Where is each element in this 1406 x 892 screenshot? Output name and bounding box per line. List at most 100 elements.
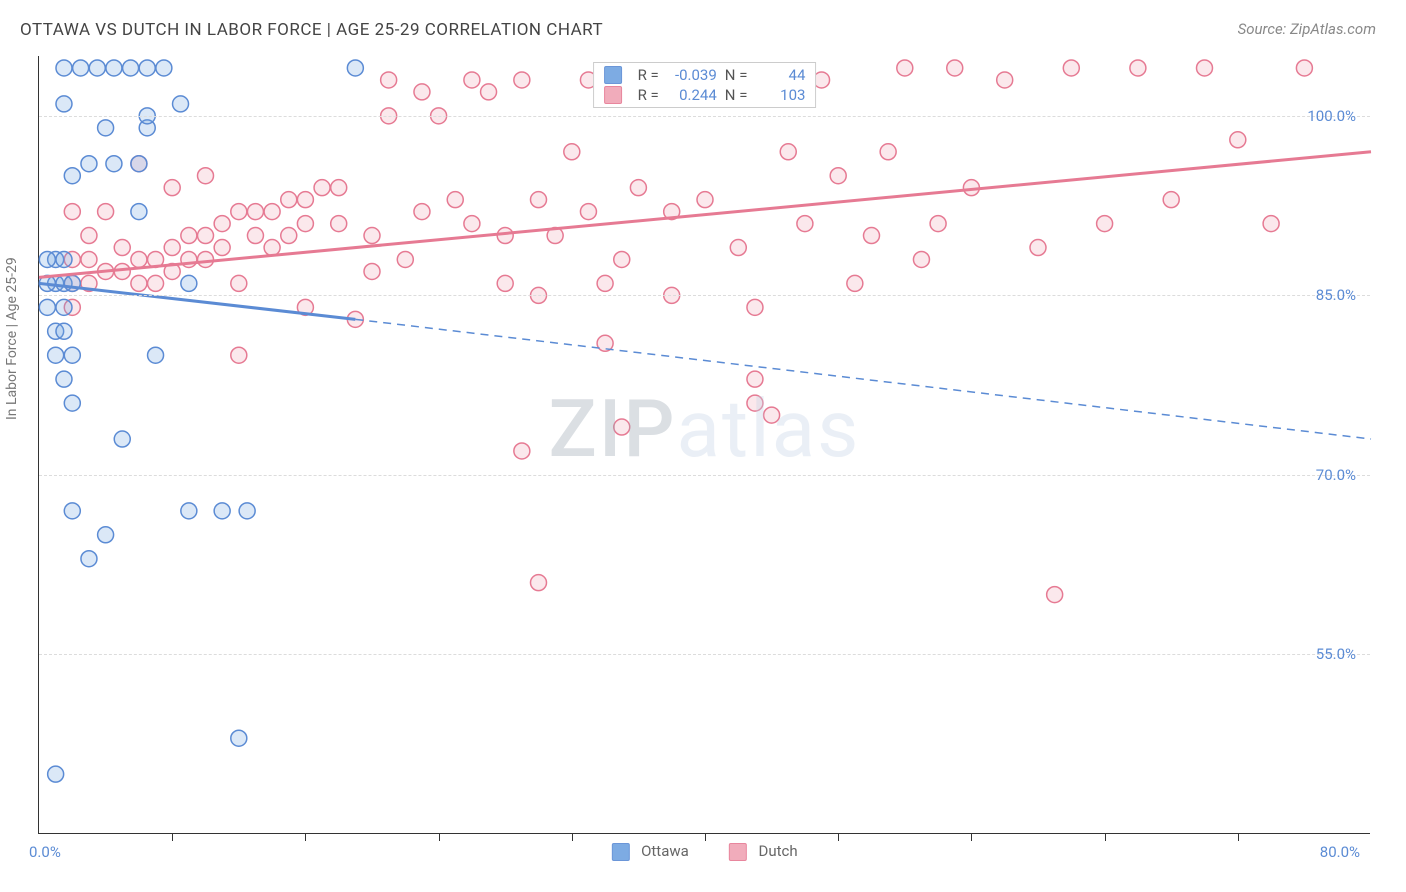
n-value-dutch: 103 — [755, 86, 805, 104]
swatch-dutch — [604, 86, 622, 104]
data-point — [56, 323, 72, 339]
x-tick — [572, 833, 573, 841]
data-point — [614, 419, 630, 435]
data-point — [106, 60, 122, 76]
data-point — [81, 228, 97, 244]
data-point — [1130, 60, 1146, 76]
data-point — [397, 251, 413, 267]
data-point — [48, 347, 64, 363]
scatter-svg — [39, 56, 1370, 833]
data-point — [1263, 216, 1279, 232]
data-point — [1063, 60, 1079, 76]
data-point — [198, 251, 214, 267]
swatch-ottawa — [604, 66, 622, 84]
data-point — [331, 180, 347, 196]
y-tick-label: 55.0% — [1316, 645, 1356, 663]
data-point — [181, 503, 197, 519]
data-point — [897, 60, 913, 76]
data-point — [947, 60, 963, 76]
data-point — [114, 431, 130, 447]
data-point — [56, 96, 72, 112]
x-tick — [838, 833, 839, 841]
x-tick — [971, 833, 972, 841]
data-point — [780, 144, 796, 160]
data-point — [164, 240, 180, 256]
data-point — [347, 60, 363, 76]
data-point — [264, 240, 280, 256]
data-point — [181, 228, 197, 244]
y-tick-label: 70.0% — [1316, 466, 1356, 484]
data-point — [264, 204, 280, 220]
data-point — [297, 216, 313, 232]
data-point — [1047, 587, 1063, 603]
data-point — [64, 204, 80, 220]
data-point — [231, 204, 247, 220]
data-point — [1296, 60, 1312, 76]
data-point — [48, 766, 64, 782]
x-tick — [1238, 833, 1239, 841]
data-point — [1163, 192, 1179, 208]
data-point — [747, 299, 763, 315]
data-point — [131, 275, 147, 291]
data-point — [864, 228, 880, 244]
data-point — [1030, 240, 1046, 256]
data-point — [98, 120, 114, 136]
trend-line — [355, 319, 1371, 439]
data-point — [247, 204, 263, 220]
data-point — [281, 228, 297, 244]
data-point — [131, 204, 147, 220]
data-point — [173, 96, 189, 112]
y-axis-label: In Labor Force | Age 25-29 — [4, 257, 20, 420]
plot-area: ZIPatlas R = -0.039 N = 44 R = 0.244 N =… — [38, 56, 1370, 834]
n-label: N = — [725, 66, 748, 84]
data-point — [231, 347, 247, 363]
x-max-label: 80.0% — [1320, 843, 1360, 861]
data-point — [730, 240, 746, 256]
r-value-dutch: 0.244 — [667, 86, 717, 104]
data-point — [464, 72, 480, 88]
data-point — [930, 216, 946, 232]
r-value-ottawa: -0.039 — [667, 66, 717, 84]
x-origin-label: 0.0% — [29, 843, 61, 861]
swatch-dutch — [729, 843, 747, 861]
gridline-h — [39, 654, 1370, 655]
data-point — [514, 72, 530, 88]
data-point — [364, 263, 380, 279]
legend-item-ottawa: Ottawa — [611, 842, 688, 861]
data-point — [381, 72, 397, 88]
data-point — [1230, 132, 1246, 148]
x-tick — [172, 833, 173, 841]
data-point — [597, 275, 613, 291]
data-point — [364, 228, 380, 244]
data-point — [880, 144, 896, 160]
data-point — [580, 204, 596, 220]
data-point — [73, 60, 89, 76]
data-point — [247, 228, 263, 244]
data-point — [131, 251, 147, 267]
data-point — [98, 527, 114, 543]
data-point — [148, 275, 164, 291]
legend-label-dutch: Dutch — [759, 842, 798, 860]
data-point — [81, 251, 97, 267]
stats-row-ottawa: R = -0.039 N = 44 — [594, 65, 816, 85]
swatch-ottawa — [611, 843, 629, 861]
data-point — [281, 192, 297, 208]
data-point — [564, 144, 580, 160]
gridline-h — [39, 116, 1370, 117]
data-point — [214, 503, 230, 519]
data-point — [497, 275, 513, 291]
data-point — [481, 84, 497, 100]
data-point — [139, 60, 155, 76]
data-point — [697, 192, 713, 208]
data-point — [747, 395, 763, 411]
data-point — [56, 251, 72, 267]
data-point — [797, 216, 813, 232]
data-point — [239, 503, 255, 519]
data-point — [39, 299, 55, 315]
data-point — [514, 443, 530, 459]
n-label: N = — [725, 86, 748, 104]
x-tick — [439, 833, 440, 841]
data-point — [1097, 216, 1113, 232]
bottom-legend: Ottawa Dutch — [611, 842, 797, 861]
data-point — [81, 156, 97, 172]
